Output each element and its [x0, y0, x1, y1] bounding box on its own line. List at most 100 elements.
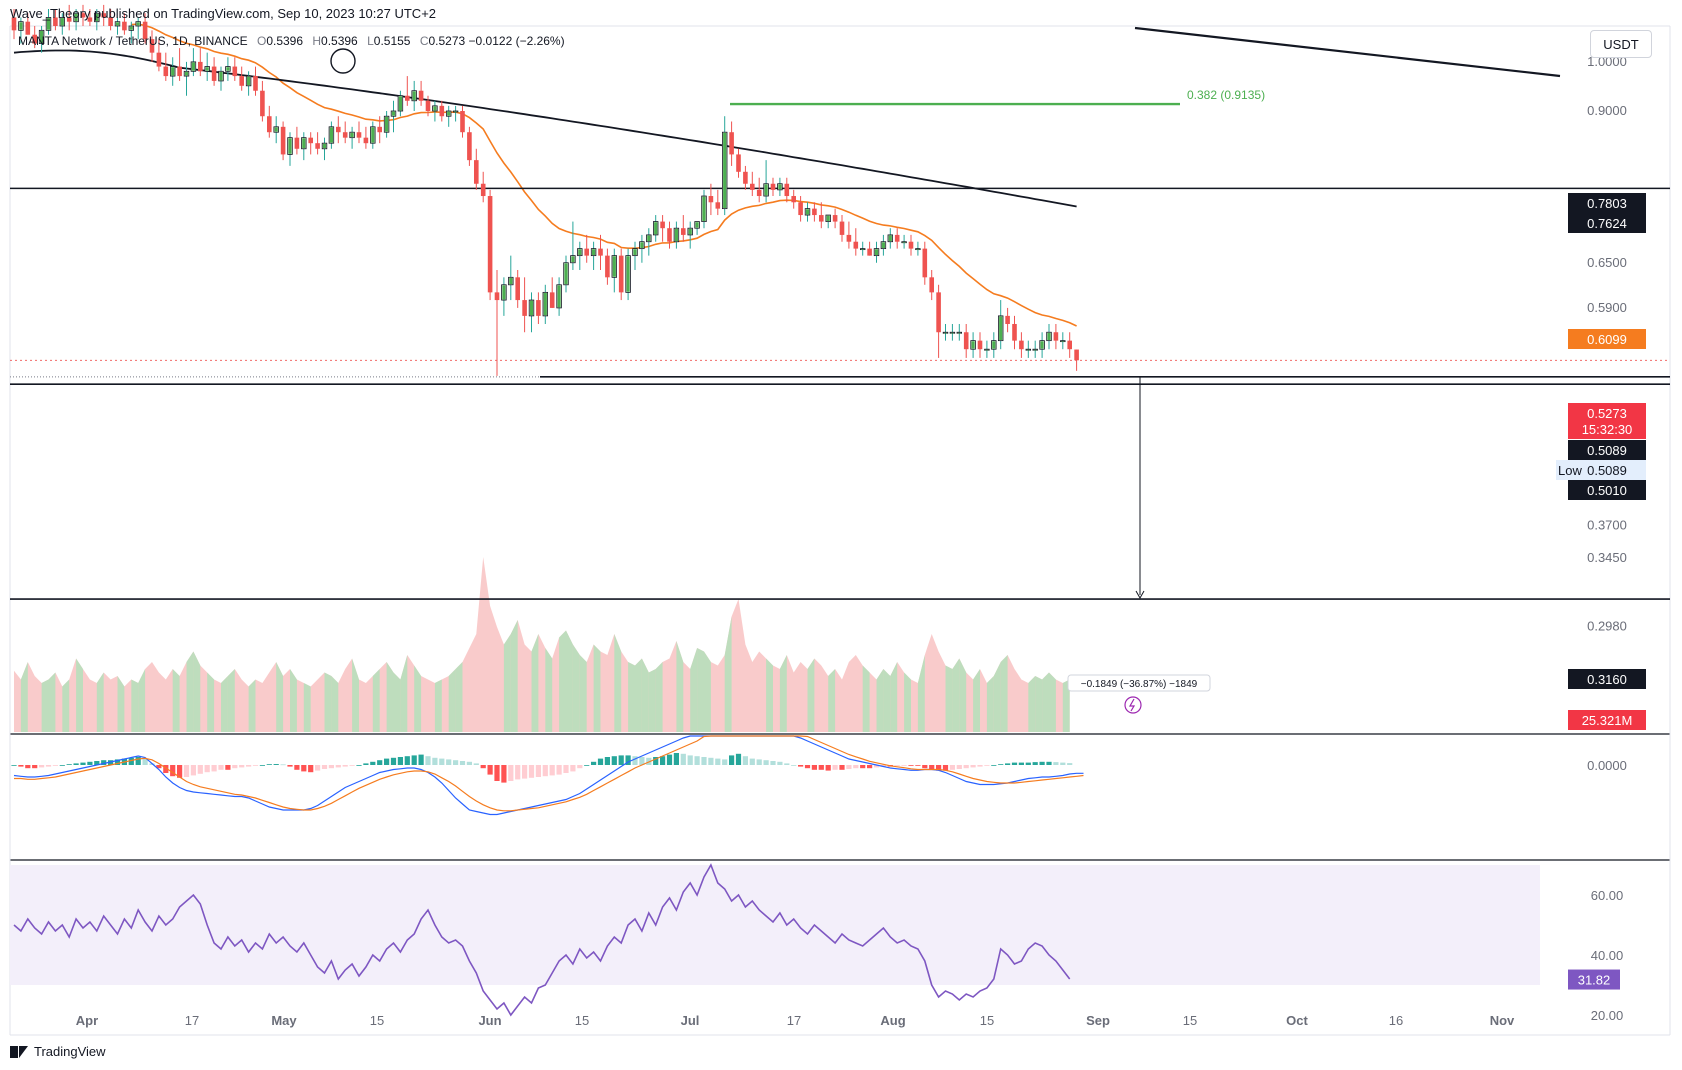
candle [245, 71, 252, 96]
macd-histogram-bar [770, 761, 776, 765]
volume-up-segment [917, 655, 925, 732]
macd-histogram-bar [218, 765, 224, 770]
ema50-tag-text: 0.6099 [1587, 332, 1627, 347]
symbol-label[interactable]: MANTA Network / TetherUS, 1D, BINANCE [18, 34, 248, 48]
candle-body [1005, 315, 1010, 324]
candle-body-fill [1040, 341, 1044, 349]
candle [846, 221, 852, 249]
macd-histogram-bar [535, 765, 541, 777]
candle-body [963, 332, 969, 350]
candle-body-fill [1061, 341, 1065, 342]
macd-histogram-bar [687, 755, 693, 765]
candle-body [660, 221, 665, 229]
macd-histogram-bar [584, 765, 590, 766]
volume-up-segment [1042, 672, 1049, 732]
candle [411, 80, 417, 112]
candle [101, 4, 106, 26]
candle [1012, 315, 1017, 350]
macd-histogram-bar [11, 765, 17, 766]
volume-up-segment [48, 672, 56, 732]
macd-histogram-bar [894, 765, 900, 766]
macd-histogram-bar [970, 765, 976, 768]
close-value: 0.5273 [428, 34, 466, 48]
macd-histogram-bar [156, 765, 162, 769]
macd-histogram-bar [45, 765, 52, 767]
volume-up-segment [904, 672, 911, 732]
currency-button[interactable]: USDT [1590, 30, 1652, 58]
candle-body [260, 90, 265, 117]
macd-histogram-bar [432, 757, 438, 765]
candle [439, 100, 445, 122]
macd-histogram-bar [977, 765, 983, 767]
candle [397, 90, 404, 117]
macd-histogram-bar [425, 756, 431, 765]
cross-marker-circle [330, 48, 356, 74]
time-axis-tick: Aug [880, 1013, 905, 1028]
macd-histogram-bar [328, 765, 334, 769]
candle-body-fill [826, 215, 830, 221]
macd-histogram-bar [694, 756, 700, 765]
candle-body-fill [764, 184, 768, 196]
candle [963, 323, 969, 358]
volume-up-segment [704, 651, 711, 732]
candle-body-fill [529, 300, 534, 316]
candle-body-fill [226, 67, 230, 71]
macd-histogram-bar [653, 757, 659, 765]
macd-histogram-bar [370, 761, 376, 765]
candle [349, 126, 355, 149]
price-candles [11, 4, 1079, 376]
volume-up-segment [593, 644, 601, 732]
price-axis-tick: 0.6500 [1587, 255, 1627, 270]
macd-signal-line [14, 735, 1084, 812]
candle [405, 76, 410, 106]
candle [984, 340, 990, 358]
candle-body-fill [633, 249, 637, 256]
macd-histogram-bar [73, 763, 79, 765]
candle [108, 9, 113, 31]
candle [784, 177, 790, 203]
level-tag-03160-bg [1568, 669, 1646, 689]
macd-histogram-bar [32, 765, 38, 769]
candle-body [267, 116, 272, 133]
volume-up-segment [117, 676, 125, 732]
candle [563, 255, 569, 293]
macd-histogram-bar [287, 765, 293, 767]
macd-histogram-bar [59, 765, 65, 766]
macd-histogram-bar [873, 765, 880, 768]
candle [18, 17, 24, 44]
candle [667, 221, 672, 249]
candle [998, 300, 1004, 350]
candle [501, 277, 507, 316]
candle-body-fill [129, 26, 133, 30]
macd-histogram-bar [949, 765, 955, 770]
candle-body-fill [385, 116, 389, 132]
candle-body [253, 76, 258, 91]
candle [308, 132, 313, 155]
candle-body [667, 228, 672, 242]
macd-histogram-bar [791, 765, 797, 766]
volume-tag-bg [1568, 710, 1646, 730]
candle [929, 269, 934, 301]
volume-up-segment [579, 655, 587, 732]
candle-body-fill [302, 138, 306, 149]
rsi-current-bg [1568, 969, 1620, 990]
candle [342, 121, 348, 144]
candle [577, 241, 583, 270]
footer-brand: TradingView [34, 1044, 106, 1059]
macd-histogram-bar [777, 761, 783, 765]
volume-up-segment [779, 655, 787, 732]
candle-body [460, 111, 465, 133]
low-marker-bg [1556, 460, 1646, 480]
macd-histogram-bar [273, 764, 279, 765]
candle [915, 241, 921, 256]
candle [1005, 307, 1010, 333]
volume-tag: 25.321M [1568, 710, 1646, 730]
candle [515, 269, 520, 308]
candle-body [177, 66, 182, 77]
candle [1067, 332, 1072, 358]
level-tag-07803-bg [1568, 193, 1646, 213]
candle-body-fill [371, 127, 375, 143]
macd-histogram-bar [356, 765, 362, 766]
macd-histogram-bar [701, 757, 707, 765]
